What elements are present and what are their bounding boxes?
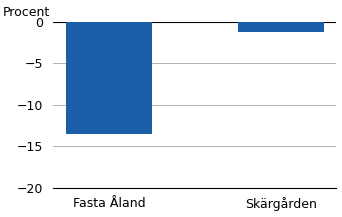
Text: Procent: Procent (2, 6, 50, 19)
Bar (66, 22, 152, 134)
Bar (238, 22, 324, 32)
